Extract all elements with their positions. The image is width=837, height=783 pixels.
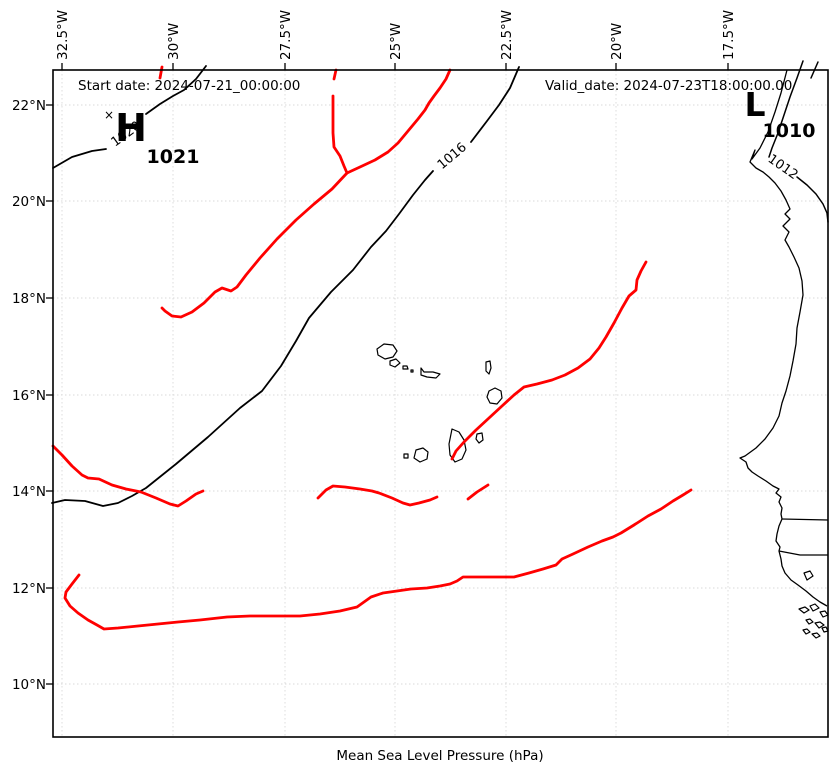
y-tick-label-18n: 18°N [12,291,46,307]
y-tick-label-22n: 22°N [12,98,46,114]
cape-verde-islands [376,343,503,463]
red-contour-northwest-diagonal [160,171,349,319]
high-pressure-symbol: H [115,106,147,150]
isobar-1016-line-southwest [51,170,434,507]
red-contour-middle-dash-1 [316,484,439,507]
isobar-1020-line-west [52,148,107,169]
x-axis-title: Mean Sea Level Pressure (hPa) [336,748,543,764]
isobar-1012-line-southeast [796,176,829,223]
y-tick-label-16n: 16°N [12,388,46,404]
isobar-1012-line-northwest [768,60,804,158]
x-tick-label-20w: 20°W [609,23,625,60]
river-casamance [778,550,828,556]
red-contour-northeast [450,260,648,461]
valid-date-title: Valid_date: 2024-07-23T18:00:00.00 [545,78,792,94]
red-contour-middle-dash-2 [466,483,490,501]
red-contour-top-stub [158,65,164,80]
x-axis-tick-labels: 32.5°W 30°W 27.5°W 25°W 22.5°W 20°W 17.5… [55,10,737,60]
red-contour-south-long [63,488,693,631]
x-tick-label-27-5w: 27.5°W [278,10,294,60]
river-gambia [781,518,829,521]
start-date-title: Start date: 2024-07-21_00:00:00 [78,78,300,94]
low-pressure-value: 1010 [763,120,816,142]
high-pressure-value: 1021 [147,146,200,168]
y-axis-tick-labels: 22°N 20°N 18°N 16°N 14°N 12°N 10°N [12,98,46,693]
x-tick-label-32-5w: 32.5°W [55,10,71,60]
y-tick-label-10n: 10°N [12,677,46,693]
isobar-1020-line-east [145,65,207,115]
y-tick-label-20n: 20°N [12,194,46,210]
tick-marks [46,63,729,685]
low-pressure-symbol: L [744,85,765,124]
map-frame [52,69,829,738]
black-isobars [51,60,829,507]
isobar-1016-line-northeast [470,66,520,143]
isobar-1016-label: 1016 [435,140,470,173]
x-tick-label-17-5w: 17.5°W [721,10,737,60]
map-features [376,69,829,639]
red-contour-northwest-vertical [331,68,349,175]
high-centre-marker: × [104,108,114,122]
red-contour-northwest-east-branch [345,68,452,175]
gridlines [53,70,828,737]
x-tick-label-25w: 25°W [388,23,404,60]
red-contours [51,65,693,631]
x-tick-label-30w: 30°W [166,23,182,60]
y-tick-label-12n: 12°N [12,581,46,597]
y-tick-label-14n: 14°N [12,484,46,500]
x-tick-label-22-5w: 22.5°W [499,10,515,60]
coastline-west-africa [739,69,828,607]
red-contour-west-14n [51,444,205,508]
